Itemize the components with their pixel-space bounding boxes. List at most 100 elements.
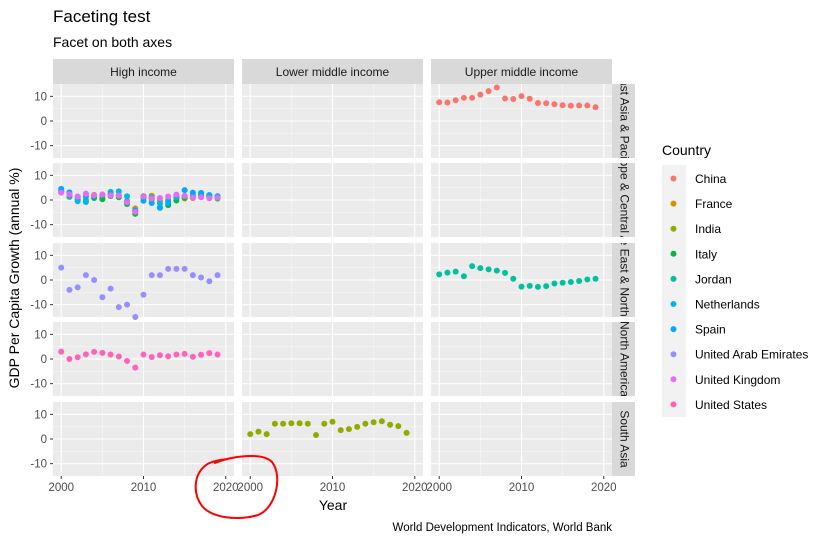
data-point bbox=[189, 272, 196, 279]
legend-label: United Kingdom bbox=[695, 373, 780, 387]
legend-key-netherlands bbox=[670, 301, 677, 307]
data-point bbox=[329, 418, 336, 425]
series-united-kingdom bbox=[58, 189, 221, 215]
data-point bbox=[263, 431, 270, 438]
series-china bbox=[436, 84, 599, 111]
data-point bbox=[559, 102, 566, 109]
y-tick-label: -10 bbox=[30, 220, 47, 232]
data-point bbox=[280, 420, 287, 427]
legend-label: France bbox=[695, 197, 733, 211]
data-point bbox=[214, 272, 221, 279]
data-point bbox=[198, 194, 205, 201]
x-tick-label: 2020 bbox=[213, 482, 239, 494]
facet-strip-label: High income bbox=[110, 65, 177, 79]
data-point bbox=[469, 94, 476, 101]
data-point bbox=[477, 91, 484, 98]
facet-strip-row-north-america bbox=[612, 322, 635, 396]
data-point bbox=[148, 354, 155, 361]
data-point bbox=[378, 418, 385, 425]
data-point bbox=[82, 272, 89, 279]
legend-key-background bbox=[662, 165, 686, 417]
data-point bbox=[296, 420, 303, 427]
data-point bbox=[124, 357, 131, 364]
data-point bbox=[493, 84, 500, 91]
y-tick-label: -10 bbox=[30, 459, 47, 471]
data-point bbox=[551, 101, 558, 108]
red-annotation-circle bbox=[194, 455, 279, 519]
data-point bbox=[567, 278, 574, 285]
legend-key-china bbox=[670, 175, 677, 182]
data-point bbox=[165, 193, 172, 200]
data-point bbox=[115, 304, 122, 311]
data-point bbox=[502, 269, 509, 276]
data-point bbox=[173, 351, 180, 358]
data-point bbox=[181, 350, 188, 357]
x-tick-label: 2010 bbox=[320, 482, 346, 494]
chart-title: Faceting test bbox=[53, 7, 151, 26]
y-tick-label: 0 bbox=[41, 116, 47, 128]
legend-label: China bbox=[695, 172, 727, 186]
x-tick-label: 2000 bbox=[48, 482, 74, 494]
data-point bbox=[165, 353, 172, 360]
data-point bbox=[115, 192, 122, 199]
data-point bbox=[181, 265, 188, 272]
legend-key-united-states bbox=[670, 401, 677, 408]
data-point bbox=[395, 423, 402, 430]
legend-key-india bbox=[670, 225, 677, 232]
x-tick-label: 2000 bbox=[426, 482, 452, 494]
data-point bbox=[91, 348, 98, 355]
data-point bbox=[337, 427, 344, 434]
data-point bbox=[198, 189, 205, 196]
data-point bbox=[107, 285, 114, 292]
data-point bbox=[140, 193, 147, 200]
data-point bbox=[444, 99, 451, 106]
data-point bbox=[452, 268, 459, 275]
data-point bbox=[156, 195, 163, 202]
legend-label: Netherlands bbox=[695, 298, 760, 312]
data-point bbox=[288, 420, 295, 427]
y-tick-label: 0 bbox=[41, 434, 47, 446]
facet-strip-row-south-asia bbox=[612, 402, 635, 476]
data-point bbox=[58, 348, 65, 355]
data-point bbox=[403, 429, 410, 436]
legend-title: Country bbox=[662, 142, 711, 158]
series-jordan bbox=[436, 263, 599, 290]
data-point bbox=[370, 419, 377, 426]
legend-label: India bbox=[695, 222, 721, 236]
data-point bbox=[526, 95, 533, 102]
data-point bbox=[91, 192, 98, 199]
x-tick-label: 2010 bbox=[509, 482, 535, 494]
data-point bbox=[140, 351, 147, 358]
data-point bbox=[584, 102, 591, 109]
data-point bbox=[156, 200, 163, 207]
x-tick-label: 2000 bbox=[237, 482, 263, 494]
data-point bbox=[173, 265, 180, 272]
y-tick-label: 10 bbox=[34, 409, 47, 421]
data-point bbox=[198, 274, 205, 281]
legend-label: Italy bbox=[695, 247, 717, 261]
data-point bbox=[132, 314, 139, 320]
series-united-states bbox=[58, 348, 221, 371]
y-tick-label: -10 bbox=[30, 141, 47, 153]
data-point bbox=[502, 95, 509, 102]
data-point bbox=[543, 283, 550, 290]
data-point bbox=[189, 189, 196, 196]
facet-strip-label: South Asia bbox=[617, 410, 631, 468]
data-point bbox=[452, 97, 459, 104]
y-tick-label: 10 bbox=[34, 329, 47, 341]
data-point bbox=[66, 191, 73, 198]
data-point bbox=[460, 273, 467, 280]
data-point bbox=[469, 263, 476, 270]
data-point bbox=[206, 278, 213, 285]
y-tick-label: 10 bbox=[34, 170, 47, 182]
series-united-arab-emirates bbox=[58, 264, 221, 320]
data-point bbox=[526, 282, 533, 289]
facet-strip-row-east-asia-pacific bbox=[612, 84, 635, 158]
legend-label: United Arab Emirates bbox=[695, 348, 808, 362]
data-point bbox=[82, 190, 89, 197]
series-india bbox=[247, 418, 410, 439]
data-point bbox=[181, 187, 188, 194]
facet-strip-col-upper-middle-income bbox=[431, 59, 612, 84]
legend-key-italy bbox=[670, 250, 677, 257]
